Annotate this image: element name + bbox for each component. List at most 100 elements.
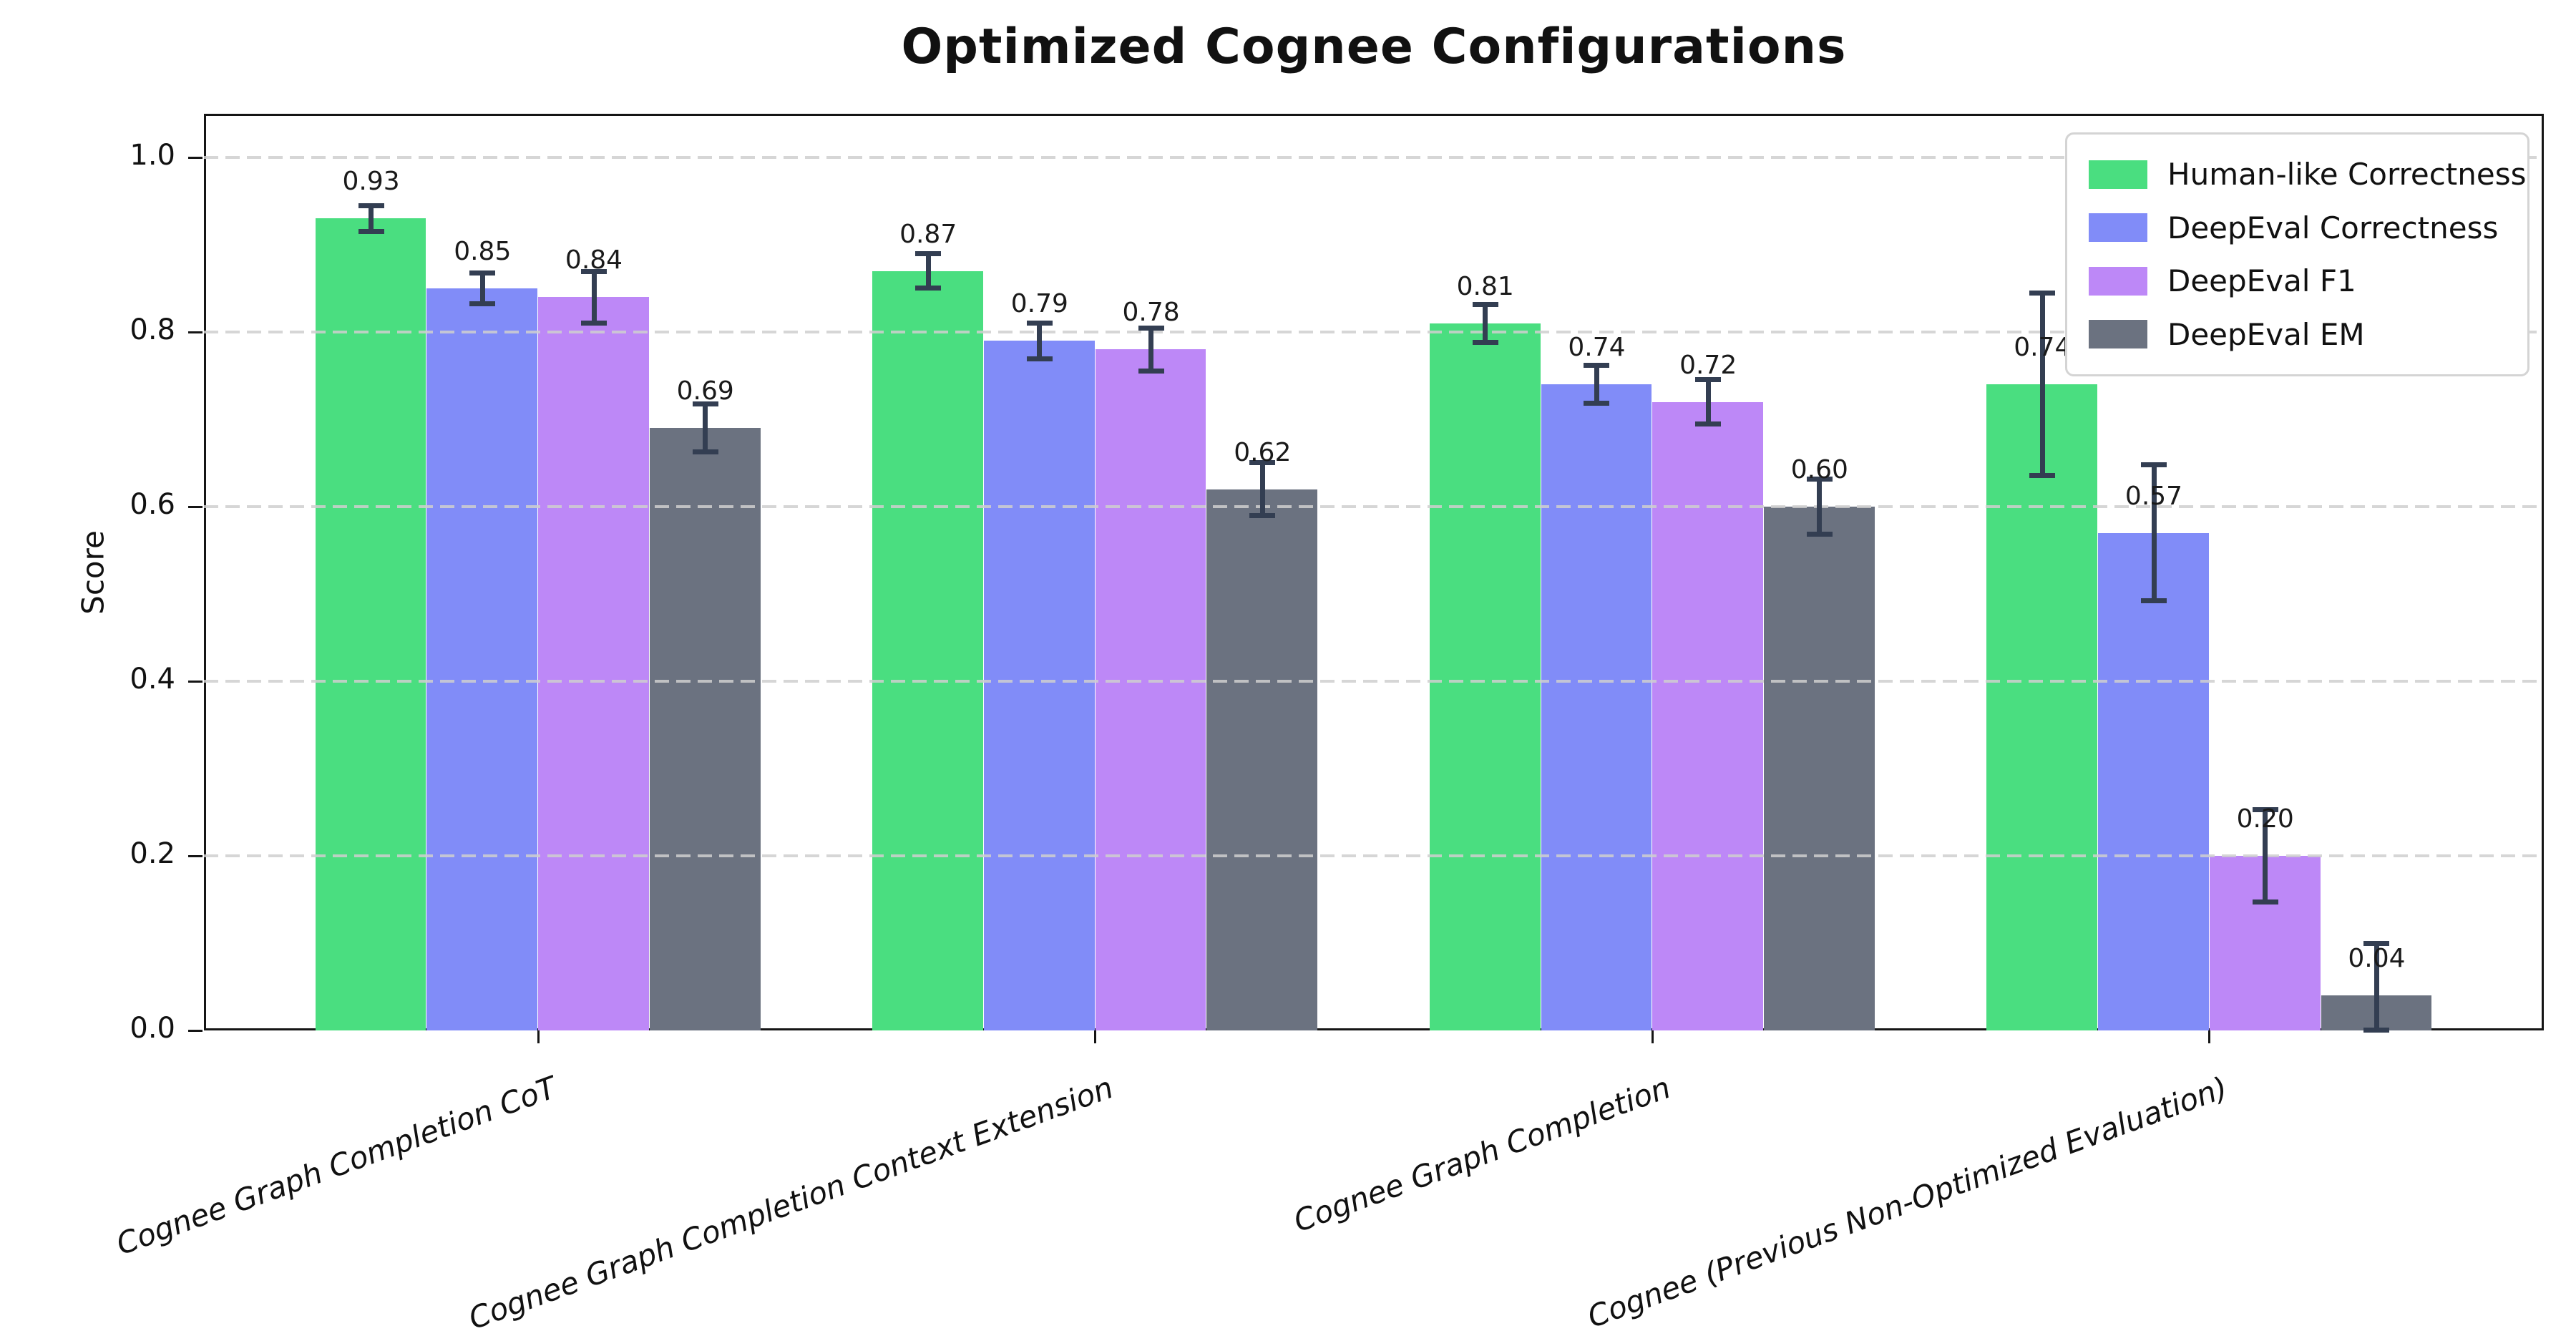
- bar-value-label: 0.62: [1234, 437, 1292, 467]
- error-bar: [1148, 327, 1154, 371]
- error-cap-top: [1695, 376, 1722, 382]
- error-cap-top: [1806, 476, 1833, 482]
- error-cap-top: [1584, 363, 1610, 369]
- y-tick-label-0.8: 0.8: [130, 313, 175, 346]
- bar-value-label: 0.74: [2014, 333, 2072, 363]
- bar-deepeval-correctness-g4: [2098, 532, 2209, 1030]
- error-cap-top: [2252, 807, 2278, 813]
- y-tick-0.6: [188, 505, 203, 508]
- error-bar: [1817, 478, 1823, 535]
- gridline-0.6: [204, 505, 2544, 508]
- error-cap-bottom: [581, 320, 607, 326]
- legend-label: DeepEval F1: [2167, 263, 2356, 299]
- y-axis-label: Score: [75, 530, 111, 615]
- bar-value-label: 0.57: [2124, 481, 2183, 511]
- bar-value-label: 0.78: [1122, 298, 1180, 328]
- y-tick-label-0.6: 0.6: [130, 488, 175, 521]
- gridline-1.0: [204, 156, 2544, 159]
- chart-title: Optimized Cognee Configurations: [901, 19, 1847, 75]
- error-cap-top: [358, 203, 384, 209]
- legend-swatch-icon: [2089, 266, 2147, 296]
- legend-swatch-icon: [2089, 213, 2147, 243]
- bar-value-label: 0.20: [2236, 804, 2294, 834]
- legend-label: Human-like Correctness: [2167, 157, 2527, 192]
- error-bar: [1037, 322, 1043, 359]
- legend-item-4: DeepEval EM: [2089, 317, 2506, 352]
- error-bar: [925, 253, 931, 288]
- bar-human-like-correctness-g1: [315, 218, 426, 1030]
- bar-deepeval-f1-g3: [1652, 401, 1763, 1030]
- y-tick-0.8: [188, 331, 203, 333]
- bar-value-label: 0.81: [1456, 271, 1514, 301]
- error-cap-bottom: [915, 286, 942, 291]
- error-cap-bottom: [1806, 532, 1833, 537]
- error-cap-top: [469, 270, 496, 276]
- error-bar: [591, 270, 597, 323]
- legend-item-3: DeepEval F1: [2089, 263, 2506, 298]
- bar-human-like-correctness-g4: [1986, 384, 2098, 1030]
- error-cap-bottom: [2029, 473, 2056, 479]
- bar-human-like-correctness-g2: [872, 270, 983, 1030]
- legend-item-2: DeepEval Correctness: [2089, 210, 2506, 245]
- y-tick-label-0.4: 0.4: [130, 663, 175, 696]
- error-cap-top: [1138, 325, 1164, 331]
- error-bar: [1705, 379, 1711, 425]
- error-cap-bottom: [692, 449, 718, 455]
- error-bar: [2373, 943, 2379, 1030]
- bar-human-like-correctness-g3: [1429, 323, 1541, 1030]
- legend-item-1: Human-like Correctness: [2089, 157, 2527, 192]
- legend-label: DeepEval EM: [2167, 316, 2365, 352]
- bar-deepeval-f1-g2: [1095, 349, 1206, 1030]
- error-cap-top: [2363, 941, 2390, 946]
- x-tick-2: [1094, 1030, 1097, 1043]
- gridline-0.8: [204, 331, 2544, 333]
- x-tick-label-4: Cognee (Previous Non-Optimized Evaluatio…: [1583, 1070, 2233, 1335]
- x-tick-label-2: Cognee Graph Completion Context Extensio…: [464, 1070, 1118, 1336]
- error-cap-top: [1026, 320, 1053, 326]
- bar-value-label: 0.60: [1790, 455, 1848, 484]
- legend-label: DeepEval Correctness: [2167, 210, 2499, 245]
- bar-deepeval-em-g2: [1206, 489, 1318, 1030]
- bar-value-label: 0.72: [1679, 350, 1737, 380]
- error-bar: [703, 404, 708, 453]
- gridline-0.4: [204, 680, 2544, 683]
- bar-deepeval-correctness-g1: [426, 288, 538, 1030]
- y-tick-0.4: [188, 680, 203, 683]
- y-tick-label-0.2: 0.2: [130, 837, 175, 870]
- error-bar: [1259, 462, 1265, 517]
- y-tick-0.2: [188, 854, 203, 857]
- x-tick-3: [1651, 1030, 1654, 1043]
- legend: Human-like Correctness DeepEval Correctne…: [2065, 132, 2529, 376]
- error-cap-bottom: [469, 301, 496, 306]
- y-tick-1.0: [188, 156, 203, 159]
- x-tick-label-3: Cognee Graph Completion: [1289, 1070, 1676, 1239]
- x-tick-label-1: Cognee Graph Completion CoT: [112, 1070, 561, 1262]
- error-bar: [2039, 293, 2045, 477]
- y-tick-label-1.0: 1.0: [130, 139, 175, 172]
- error-cap-top: [2029, 291, 2056, 296]
- bar-value-label: 0.84: [565, 245, 623, 276]
- bar-value-label: 0.79: [1010, 289, 1068, 319]
- bar-deepeval-correctness-g3: [1541, 384, 1652, 1030]
- y-tick-0.0: [188, 1029, 203, 1032]
- gridline-0.2: [204, 854, 2544, 857]
- error-cap-bottom: [2252, 899, 2278, 905]
- error-bar: [1483, 303, 1488, 343]
- bar-value-label: 0.74: [1568, 333, 1626, 363]
- bar-value-label: 0.04: [2348, 944, 2406, 974]
- error-cap-bottom: [1249, 513, 1276, 519]
- legend-swatch-icon: [2089, 160, 2147, 189]
- error-bar: [2263, 809, 2268, 902]
- error-cap-bottom: [1138, 368, 1164, 374]
- error-cap-bottom: [2141, 598, 2167, 603]
- error-cap-top: [1249, 459, 1276, 465]
- error-cap-bottom: [1026, 356, 1053, 361]
- bar-value-label: 0.93: [342, 167, 400, 197]
- error-cap-bottom: [1584, 401, 1610, 406]
- bar-deepeval-em-g1: [649, 428, 761, 1030]
- legend-swatch-icon: [2089, 320, 2147, 349]
- error-cap-bottom: [358, 228, 384, 234]
- error-bar: [2151, 464, 2157, 601]
- chart-figure: Optimized Cognee Configurations Score Hu…: [75, 19, 2544, 1336]
- bar-deepeval-f1-g1: [538, 297, 649, 1030]
